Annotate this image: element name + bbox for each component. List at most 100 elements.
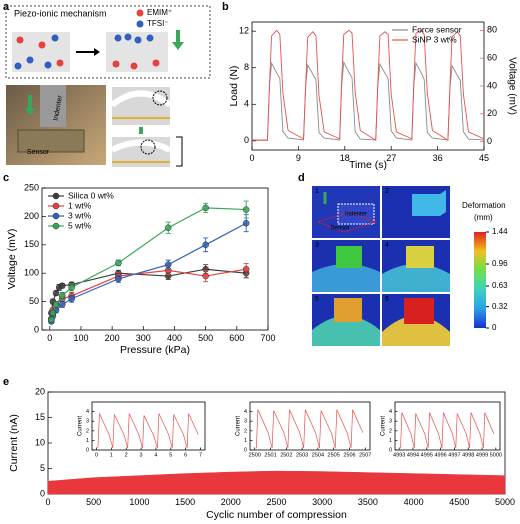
legend-label: 5 wt%	[68, 220, 92, 230]
x-tick-label: 18	[340, 153, 350, 163]
x-tick-label: 4995	[421, 453, 433, 459]
tile	[312, 294, 380, 346]
plot-area	[249, 401, 371, 451]
tile-number: 6	[385, 296, 389, 303]
x-axis-label: Cyclic number of compression	[206, 509, 347, 521]
marker	[242, 219, 250, 227]
x-tick-label: 0	[249, 153, 254, 163]
y-tick-label: 4	[86, 409, 89, 415]
x-tick-label: 4999	[476, 453, 488, 459]
sensor-label: Sensor	[27, 149, 50, 156]
y-tick-label: 2	[389, 428, 392, 434]
x-tick-label: 6	[184, 453, 187, 459]
x-tick-label: 2000	[221, 497, 241, 507]
y-tick-label: 1	[244, 438, 247, 444]
x-tick-label: 500	[86, 497, 101, 507]
tile	[382, 186, 450, 238]
marker	[242, 206, 250, 213]
x-tick-label: 1	[110, 453, 113, 459]
force-arrow-head	[25, 108, 35, 116]
x-tick-label: 2502	[280, 453, 292, 459]
y2-tick-label: 60	[487, 53, 497, 63]
x-tick-label: 5000	[490, 453, 502, 459]
circuit	[176, 136, 183, 167]
panel-label: c	[3, 172, 9, 184]
y-tick-label: 20	[35, 386, 45, 396]
y2-tick-label: 0	[487, 136, 492, 146]
x-tick-label: 9	[296, 153, 301, 163]
indenter-label: Indenter	[53, 94, 64, 121]
x-tick-label: 2505	[328, 453, 340, 459]
x-tick-label: 300	[136, 333, 151, 343]
y-axis-label: Current	[381, 416, 387, 436]
line	[255, 409, 364, 449]
x-tick-label: 4	[154, 453, 157, 459]
arrow-head	[94, 48, 100, 56]
x-tick-label: 100	[73, 333, 88, 343]
x-axis-label: Time (s)	[349, 159, 387, 171]
x-tick-label: 5	[169, 453, 172, 459]
marker	[202, 272, 209, 280]
panel-d: 1 2 3 4 5 6 Indenter Sensor Deformation …	[310, 184, 506, 356]
marker	[48, 316, 55, 324]
legend-label: EMIM⁺	[147, 8, 172, 17]
y-tick-label: 4	[244, 409, 247, 415]
y-tick-label: 150	[24, 239, 39, 249]
y-tick-label: 3	[244, 419, 247, 425]
x-tick-label: 4998	[462, 453, 474, 459]
y-axis-label: Current	[236, 416, 242, 436]
colorbar-title: Deformation	[462, 201, 506, 210]
marker	[59, 292, 66, 300]
y-tick-label: 5	[40, 463, 45, 473]
x-tick-label: 2506	[343, 453, 355, 459]
marker	[242, 265, 250, 273]
y-tick-label: 2	[244, 428, 247, 434]
x-tick-label: 4994	[407, 453, 419, 459]
x-tick-label: 4993	[393, 453, 405, 459]
y-tick-label: 3	[389, 419, 392, 425]
line	[252, 29, 485, 142]
x-tick-label: 3500	[358, 497, 378, 507]
colorbar	[474, 232, 486, 328]
colorbar-unit: (mm)	[474, 213, 493, 222]
y-axis-label: Voltage (mV)	[6, 229, 18, 290]
y-tick-label: 1	[86, 438, 89, 444]
x-tick-label: 700	[260, 333, 275, 343]
mechanism-box	[5, 5, 211, 79]
schematic-curve	[110, 90, 172, 108]
y-tick-label: 0	[40, 488, 45, 498]
tile	[312, 186, 380, 238]
colorbar-label: 0.63	[492, 281, 508, 290]
plot-area	[41, 187, 269, 331]
legend-label: TFSI⁻	[147, 19, 169, 28]
y2-tick-label: 80	[487, 25, 497, 35]
y-tick-label: 3	[86, 419, 89, 425]
y-tick-label: 250	[24, 182, 39, 192]
marker	[202, 204, 209, 212]
marker	[115, 259, 122, 267]
x-tick-label: 4997	[448, 453, 460, 459]
x-tick-label: 3000	[312, 497, 332, 507]
plot-area	[251, 21, 485, 151]
marker	[52, 301, 60, 308]
y-tick-label: 4	[244, 99, 249, 109]
x-tick-label: 2500	[249, 453, 261, 459]
y-tick-label: 100	[24, 268, 39, 278]
y-tick-label: 12	[239, 26, 249, 36]
panel-label: e	[3, 376, 9, 388]
legend-marker	[52, 222, 60, 230]
y-tick-label: 1	[389, 438, 392, 444]
marker	[115, 275, 122, 283]
y-axis-label: Current	[78, 416, 84, 436]
line	[252, 60, 485, 141]
x-axis-label: Pressure (kPa)	[120, 344, 190, 356]
x-tick-label: 0	[95, 453, 98, 459]
focus-circle	[140, 139, 156, 155]
y-axis-label: Current (nA)	[8, 414, 20, 472]
x-tick-label: 200	[105, 333, 120, 343]
tile	[312, 240, 380, 292]
marker	[164, 261, 172, 268]
y2-tick-label: 40	[487, 80, 497, 90]
legend-label: SiNP 3 wt%	[412, 34, 457, 44]
